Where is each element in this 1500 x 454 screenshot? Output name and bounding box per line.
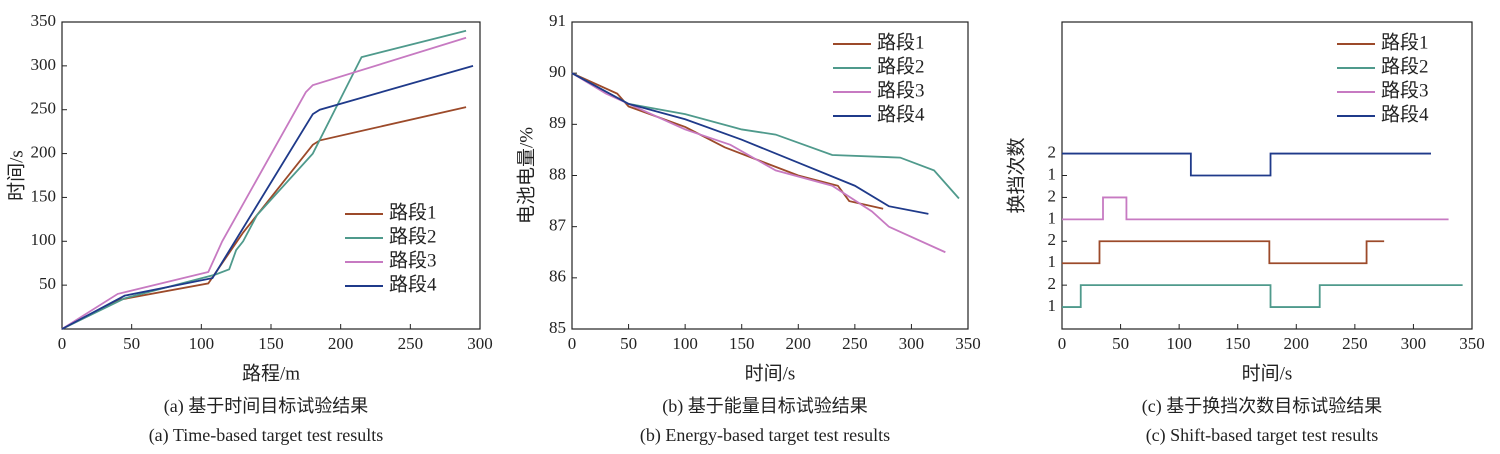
legend-label: 路段2 [389,225,437,247]
y-tick-label: 300 [31,55,57,74]
x-tick-label: 0 [568,334,577,353]
x-tick-label: 50 [1112,334,1129,353]
x-tick-label: 250 [398,334,424,353]
x-tick-label: 0 [1058,334,1067,353]
y-tick-label: 200 [31,142,57,161]
series-line [571,72,960,200]
x-axis-label: 时间/s [1242,362,1293,384]
x-tick-label: 150 [258,334,284,353]
x-tick-label: 300 [899,334,925,353]
x-tick-label: 200 [786,334,812,353]
legend-label: 路段4 [1381,103,1429,125]
legend-label: 路段3 [389,249,437,271]
y-tick-label: 89 [549,113,566,132]
y-tick-label: 91 [549,11,566,30]
x-tick-label: 50 [123,334,140,353]
x-tick-label: 200 [328,334,354,353]
caption: (a) 基于时间目标试验结果 [164,396,368,417]
y-tick-label: 100 [31,230,57,249]
legend-label: 路段2 [1381,55,1429,77]
y-axis-label: 换挡次数 [1005,137,1027,213]
x-tick-label: 350 [955,334,981,353]
series-line [1062,196,1449,221]
y-tick-label: 1 [1048,252,1057,271]
series-line [1062,284,1463,308]
x-tick-label: 100 [1166,334,1192,353]
y-tick-label: 2 [1048,230,1057,249]
x-tick-label: 250 [1342,334,1368,353]
caption: (c) 基于换挡次数目标试验结果 [1142,396,1382,417]
y-tick-label: 86 [549,267,566,286]
x-tick-label: 100 [189,334,215,353]
x-tick-label: 150 [729,334,755,353]
y-tick-label: 1 [1048,164,1057,183]
legend-label: 路段1 [389,201,437,223]
y-axis-label: 时间/s [5,150,27,201]
y-axis-label: 电池电量/% [515,127,537,224]
y-tick-label: 150 [31,186,57,205]
y-tick-label: 85 [549,318,566,337]
legend-label: 路段1 [877,31,925,53]
caption: (c) Shift-based target test results [1146,425,1379,446]
y-tick-label: 1 [1048,296,1057,315]
legend-label: 路段4 [877,103,925,125]
x-tick-label: 300 [467,334,493,353]
x-tick-label: 50 [620,334,637,353]
series-line [1062,240,1385,265]
x-tick-label: 100 [672,334,698,353]
x-tick-label: 350 [1459,334,1485,353]
y-tick-label: 2 [1048,142,1057,161]
x-tick-label: 250 [842,334,868,353]
caption: (a) Time-based target test results [149,425,384,446]
x-tick-label: 0 [58,334,67,353]
caption: (b) 基于能量目标试验结果 [662,396,868,417]
y-tick-label: 2 [1048,186,1057,205]
series-line [571,72,929,215]
legend-label: 路段1 [1381,31,1429,53]
y-tick-label: 87 [549,216,567,235]
legend-label: 路段3 [1381,79,1429,101]
series-line [61,64,474,330]
y-tick-label: 90 [549,62,566,81]
x-tick-label: 300 [1401,334,1427,353]
x-axis-label: 路程/m [242,362,300,384]
legend-label: 路段3 [877,79,925,101]
caption: (b) Energy-based target test results [640,425,890,446]
y-tick-label: 250 [31,99,57,118]
y-tick-label: 88 [549,164,566,183]
legend-label: 路段2 [877,55,925,77]
legend-label: 路段4 [389,273,437,295]
y-tick-label: 50 [39,274,56,293]
series-line [571,72,884,210]
x-axis-label: 时间/s [745,362,796,384]
x-tick-label: 150 [1225,334,1251,353]
y-tick-label: 350 [31,11,57,30]
y-tick-label: 1 [1048,208,1057,227]
y-tick-label: 2 [1048,274,1057,293]
x-tick-label: 200 [1284,334,1310,353]
series-line [61,36,467,330]
series-line [1062,152,1431,177]
